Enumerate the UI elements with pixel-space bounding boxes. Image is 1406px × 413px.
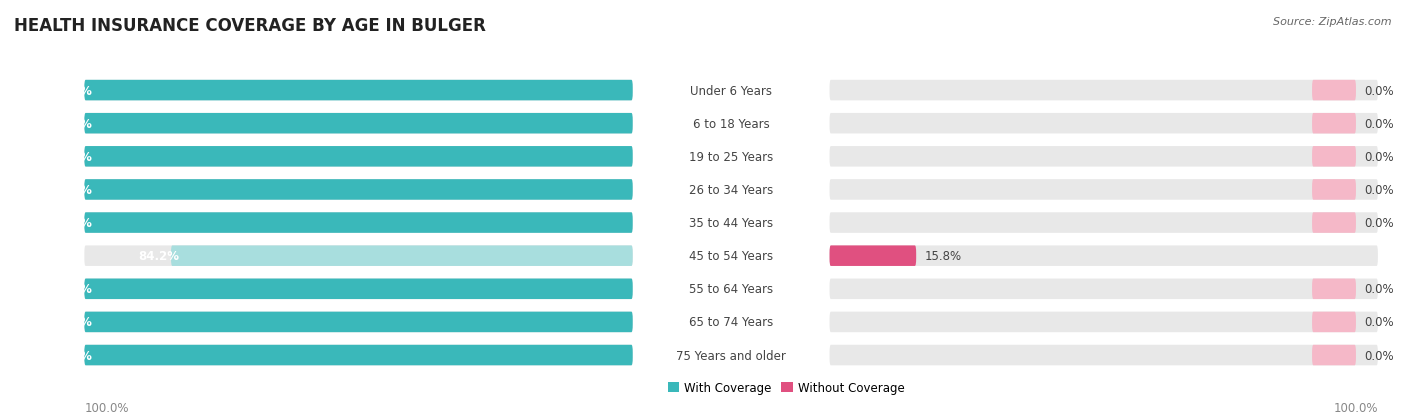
Text: 0.0%: 0.0%	[1364, 349, 1393, 362]
Text: 45 to 54 Years: 45 to 54 Years	[689, 249, 773, 263]
FancyBboxPatch shape	[830, 345, 1378, 366]
Text: 26 to 34 Years: 26 to 34 Years	[689, 183, 773, 197]
FancyBboxPatch shape	[84, 312, 633, 332]
FancyBboxPatch shape	[84, 81, 633, 101]
Text: 65 to 74 Years: 65 to 74 Years	[689, 316, 773, 329]
Legend: With Coverage, Without Coverage: With Coverage, Without Coverage	[662, 377, 910, 399]
FancyBboxPatch shape	[1312, 345, 1355, 366]
FancyBboxPatch shape	[1312, 180, 1355, 200]
FancyBboxPatch shape	[84, 345, 633, 366]
FancyBboxPatch shape	[84, 213, 633, 233]
Text: 75 Years and older: 75 Years and older	[676, 349, 786, 362]
FancyBboxPatch shape	[84, 345, 633, 366]
Text: 35 to 44 Years: 35 to 44 Years	[689, 216, 773, 230]
Text: Under 6 Years: Under 6 Years	[690, 84, 772, 97]
Text: 100.0%: 100.0%	[44, 216, 93, 230]
FancyBboxPatch shape	[830, 279, 1378, 299]
Text: 100.0%: 100.0%	[44, 183, 93, 197]
FancyBboxPatch shape	[84, 147, 633, 167]
FancyBboxPatch shape	[830, 213, 1378, 233]
Text: 100.0%: 100.0%	[44, 150, 93, 164]
Text: 0.0%: 0.0%	[1364, 216, 1393, 230]
Text: Source: ZipAtlas.com: Source: ZipAtlas.com	[1274, 17, 1392, 26]
FancyBboxPatch shape	[84, 312, 633, 332]
Text: 15.8%: 15.8%	[924, 249, 962, 263]
FancyBboxPatch shape	[84, 279, 633, 299]
Text: 0.0%: 0.0%	[1364, 316, 1393, 329]
FancyBboxPatch shape	[84, 246, 633, 266]
FancyBboxPatch shape	[830, 147, 1378, 167]
Text: 84.2%: 84.2%	[138, 249, 179, 263]
FancyBboxPatch shape	[830, 114, 1378, 134]
Text: HEALTH INSURANCE COVERAGE BY AGE IN BULGER: HEALTH INSURANCE COVERAGE BY AGE IN BULG…	[14, 17, 486, 34]
Text: 0.0%: 0.0%	[1364, 150, 1393, 164]
Text: 100.0%: 100.0%	[1333, 401, 1378, 413]
Text: 0.0%: 0.0%	[1364, 117, 1393, 131]
FancyBboxPatch shape	[830, 246, 1378, 266]
FancyBboxPatch shape	[830, 180, 1378, 200]
FancyBboxPatch shape	[172, 246, 633, 266]
FancyBboxPatch shape	[830, 81, 1378, 101]
Text: 6 to 18 Years: 6 to 18 Years	[693, 117, 769, 131]
Text: 0.0%: 0.0%	[1364, 183, 1393, 197]
FancyBboxPatch shape	[84, 147, 633, 167]
Text: 55 to 64 Years: 55 to 64 Years	[689, 282, 773, 296]
Text: 100.0%: 100.0%	[44, 117, 93, 131]
FancyBboxPatch shape	[830, 312, 1378, 332]
FancyBboxPatch shape	[1312, 279, 1355, 299]
Text: 100.0%: 100.0%	[44, 84, 93, 97]
FancyBboxPatch shape	[84, 180, 633, 200]
Text: 100.0%: 100.0%	[44, 316, 93, 329]
FancyBboxPatch shape	[1312, 312, 1355, 332]
FancyBboxPatch shape	[84, 213, 633, 233]
FancyBboxPatch shape	[84, 180, 633, 200]
Text: 100.0%: 100.0%	[84, 401, 129, 413]
Text: 100.0%: 100.0%	[44, 349, 93, 362]
FancyBboxPatch shape	[1312, 114, 1355, 134]
FancyBboxPatch shape	[1312, 81, 1355, 101]
Text: 100.0%: 100.0%	[44, 282, 93, 296]
Text: 0.0%: 0.0%	[1364, 282, 1393, 296]
FancyBboxPatch shape	[1312, 147, 1355, 167]
FancyBboxPatch shape	[84, 279, 633, 299]
FancyBboxPatch shape	[830, 246, 917, 266]
FancyBboxPatch shape	[1312, 213, 1355, 233]
FancyBboxPatch shape	[84, 114, 633, 134]
FancyBboxPatch shape	[84, 114, 633, 134]
Text: 0.0%: 0.0%	[1364, 84, 1393, 97]
Text: 19 to 25 Years: 19 to 25 Years	[689, 150, 773, 164]
FancyBboxPatch shape	[84, 81, 633, 101]
